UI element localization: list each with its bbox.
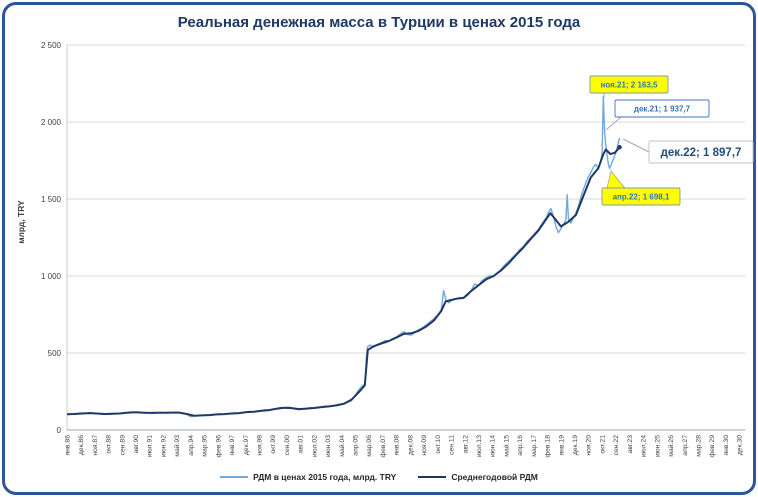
x-tick-label: май.26: [667, 435, 675, 457]
x-tick-label: фев.18: [545, 435, 552, 458]
x-tick-label: июн.03: [325, 435, 332, 457]
x-tick-label: апр.94: [188, 435, 195, 456]
legend-label-monthly: РДМ в ценах 2015 года, млрд. TRY: [253, 472, 397, 482]
annotation-pointer: [606, 170, 626, 189]
annotation-box: [614, 99, 710, 118]
series-monthly-line: [66, 96, 621, 418]
x-tick-label: мар.06: [366, 435, 373, 457]
y-tick-label: 2 000: [41, 118, 62, 127]
y-tick-label: 1 500: [41, 195, 62, 204]
annual-end-marker: [617, 145, 622, 150]
annotation-leader: [605, 116, 622, 131]
x-tick-label: дек.30: [737, 435, 744, 455]
chart-title: Реальная денежная масса в Турции в ценах…: [177, 14, 581, 31]
x-tick-label: мар.95: [202, 435, 209, 457]
legend-item-annual: Среднегодовой РДМ: [418, 472, 538, 482]
x-tick-label: янв.08: [394, 435, 401, 456]
x-tick-label: июн.14: [490, 435, 497, 457]
x-tick-label: июл.13: [476, 435, 483, 457]
x-tick-label: май.04: [338, 435, 346, 457]
annotation-box: [601, 187, 681, 206]
x-tick-label: апр.27: [682, 435, 689, 456]
x-tick-label: сен.11: [449, 435, 456, 455]
annual-series-swatch: [418, 476, 447, 478]
x-tick-label: ноя.09: [421, 435, 428, 456]
legend-label-annual: Среднегодовой РДМ: [451, 472, 538, 482]
chart-plot: 0 500 1 000 1 500 2 000 2 500 янв.86 дек.86 ноя.…: [41, 41, 754, 458]
x-tick-label: авг.90: [133, 435, 140, 454]
x-tick-label: мар.17: [531, 435, 538, 457]
x-tick-label: сен.22: [613, 435, 620, 456]
legend-item-monthly: РДМ в ценах 2015 года, млрд. TRY: [220, 472, 396, 482]
x-tick-label: янв.97: [229, 435, 236, 456]
y-tick-label: 1 000: [41, 272, 62, 281]
x-tick-label: янв.86: [64, 435, 71, 456]
x-tick-label: авг.23: [627, 435, 634, 454]
x-tick-label: фев.96: [215, 435, 222, 458]
x-tick-label: авг.12: [462, 435, 469, 454]
x-tick-label: май.15: [502, 435, 510, 457]
x-tick-label: дек.97: [243, 435, 250, 455]
x-tick-label: июн.25: [654, 435, 661, 457]
annotation-label: дек.22; 1 897,7: [661, 147, 742, 159]
x-tick-label: ноя.98: [256, 435, 263, 456]
annotation-box: [648, 140, 754, 164]
x-tick-label: мар.28: [696, 435, 703, 457]
x-tick-label: окт.99: [270, 435, 277, 454]
x-tick-label: ноя.87: [92, 435, 99, 456]
x-tick-label: дек.19: [572, 435, 579, 455]
x-tick-label: янв.30: [723, 435, 730, 456]
annotation-leader: [622, 138, 650, 153]
annotation-label: апр.22; 1 698,1: [613, 192, 670, 201]
x-tick-label: ноя.20: [586, 435, 593, 456]
y-tick-label: 0: [57, 426, 62, 435]
x-tick-label: сен.00: [284, 435, 291, 456]
x-tick-label: июн.92: [160, 435, 167, 457]
x-tick-label: дек.08: [407, 435, 414, 455]
x-tick-label: сен.89: [119, 435, 126, 456]
x-tick-label: июл.02: [311, 435, 318, 457]
y-tick-label: 2 500: [41, 41, 62, 50]
annotation-box: [589, 75, 669, 94]
x-tick-label: дек.86: [78, 435, 85, 455]
x-tick-label: июл.24: [641, 435, 648, 457]
x-tick-label: апр.16: [517, 435, 524, 456]
x-tick-label: окт.21: [599, 435, 606, 454]
x-tick-label: фев.07: [380, 435, 387, 458]
legend: РДМ в ценах 2015 года, млрд. TRY Среднег…: [5, 472, 753, 482]
monthly-series-swatch: [220, 476, 249, 478]
x-tick-label: окт.10: [435, 435, 442, 454]
x-tick-label: окт.88: [106, 435, 113, 454]
y-tick-label: 500: [48, 349, 62, 358]
x-tick-label: янв.19: [558, 435, 565, 456]
series-annual-line: [66, 146, 621, 417]
x-tick-label: июл.91: [147, 435, 154, 457]
x-tick-label: авг.01: [298, 435, 305, 454]
annotation-label: дек.21; 1 937,7: [634, 104, 691, 113]
annotation-label: ноя.21; 2 163,5: [601, 80, 659, 89]
x-tick-label: фев.29: [709, 435, 716, 458]
x-tick-label: май.93: [173, 435, 181, 457]
x-tick-label: апр.05: [353, 435, 360, 456]
